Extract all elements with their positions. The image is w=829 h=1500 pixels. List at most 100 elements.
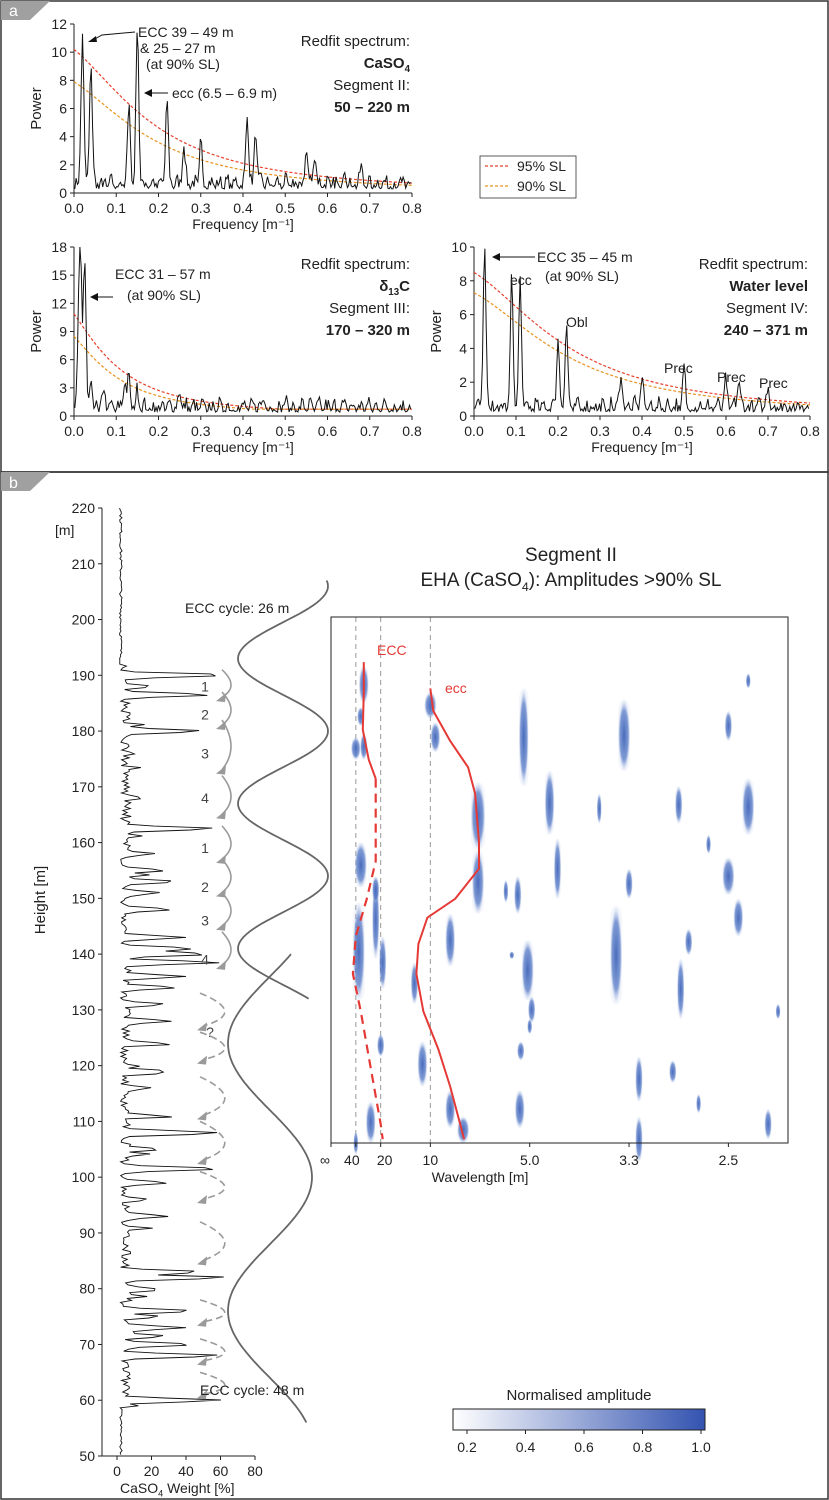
colorbar-tick-label: 0.6 bbox=[574, 1439, 594, 1455]
panel-a-letter: a bbox=[9, 3, 18, 20]
amplitude-blob bbox=[742, 778, 755, 835]
ecc-26m-label: ECC cycle: 26 m bbox=[185, 600, 289, 616]
cycle-arrow-dashed bbox=[199, 1170, 226, 1200]
amplitude-blob bbox=[518, 688, 529, 787]
height-tick-label: 80 bbox=[79, 1281, 95, 1297]
weight-tick-label: 20 bbox=[144, 1463, 160, 1479]
amplitude-blob bbox=[527, 1019, 533, 1035]
cycle-arrowhead bbox=[216, 765, 226, 775]
spectrum-line bbox=[474, 248, 810, 414]
amplitude-blob bbox=[775, 1003, 781, 1020]
amplitude-blob bbox=[514, 876, 522, 914]
amplitude-blob bbox=[472, 849, 485, 914]
cycle-arrowhead bbox=[197, 1156, 207, 1166]
cycle-number: 1 bbox=[201, 678, 209, 694]
cycle-arrowhead bbox=[197, 1022, 207, 1032]
spectrum-d13c: 0 3 6 9 12 15 18 0.0 0.1 0.2 0.3 0.4 0.5 0.6 0.7 0.8 Fre… bbox=[28, 239, 422, 455]
legend-95-label: 95% SL bbox=[517, 158, 566, 174]
y-tick-label: 9 bbox=[59, 324, 67, 340]
cycle-arrow bbox=[221, 719, 232, 771]
cycle-arrow-dashed bbox=[199, 1299, 226, 1323]
wavelength-tick-label: 10 bbox=[423, 1152, 439, 1168]
panel-a-frame bbox=[0, 0, 829, 473]
wavelength-tick-label: ∞ bbox=[320, 1152, 330, 1168]
annotation-text: ECC 39 – 49 m bbox=[138, 24, 234, 40]
cycle-arrowhead bbox=[197, 1317, 207, 1327]
spectrum-caso4: 0 2 4 6 8 10 12 0.0 0.1 0.2 0.3 0.4 0.5 0.6 0.7 0.8 Freq… bbox=[28, 16, 422, 232]
colorbar-tick-label: 0.2 bbox=[457, 1439, 477, 1455]
spectrum-title: Redfit spectrum: bbox=[699, 256, 808, 273]
cycle-arrowhead bbox=[197, 1055, 207, 1065]
annotation-text: ECC 35 – 45 m bbox=[537, 249, 633, 265]
weight-tick-label: 40 bbox=[178, 1463, 194, 1479]
caso4-log: 5060708090100110120130140150160170180190… bbox=[32, 500, 329, 1499]
x-tick-label: 0.2 bbox=[548, 423, 568, 439]
wavelength-tick-label: 40 bbox=[344, 1152, 360, 1168]
cycle-arrowhead bbox=[197, 1390, 207, 1400]
spectrum-range: 170 – 320 m bbox=[326, 322, 410, 339]
cycle-number: 4 bbox=[201, 790, 209, 806]
amplitude-blob bbox=[372, 876, 380, 903]
weight-tick-label: 80 bbox=[247, 1463, 263, 1479]
cycle-arrow-dashed bbox=[199, 992, 226, 1027]
amplitude-blob bbox=[706, 834, 711, 854]
cycle-number: 2 bbox=[201, 706, 209, 722]
wavelength-axis-label: Wavelength [m] bbox=[432, 1169, 529, 1185]
amplitude-blob bbox=[553, 838, 562, 899]
wavelength-tick-label: 20 bbox=[377, 1152, 393, 1168]
spectrum-line bbox=[74, 32, 411, 191]
x-tick-label: 0.6 bbox=[716, 423, 736, 439]
caso4-log-line bbox=[119, 507, 224, 1455]
height-tick-label: 140 bbox=[72, 946, 96, 962]
legend-90-label: 90% SL bbox=[517, 178, 566, 194]
amplitude-blob bbox=[528, 996, 536, 1023]
y-tick-label: 15 bbox=[51, 267, 67, 283]
sl90-line bbox=[73, 335, 412, 410]
amplitude-blob bbox=[521, 940, 534, 1001]
height-tick-label: 170 bbox=[72, 779, 96, 795]
amplitude-blob bbox=[696, 1094, 701, 1113]
cycle-arrowhead bbox=[197, 1356, 207, 1366]
height-tick-label: 200 bbox=[72, 612, 96, 628]
sl-legend: 95% SL 90% SL bbox=[479, 155, 577, 199]
cycle-arrowhead bbox=[216, 810, 226, 820]
amplitude-blob bbox=[733, 898, 744, 937]
x-axis-label: Frequency [m⁻¹] bbox=[192, 216, 294, 232]
spectrum-range: 240 – 371 m bbox=[724, 322, 808, 339]
x-axis-label: Frequency [m⁻¹] bbox=[591, 439, 693, 455]
x-tick-label: 0.8 bbox=[402, 423, 422, 439]
weight-tick-label: 60 bbox=[213, 1463, 229, 1479]
height-tick-label: 150 bbox=[72, 890, 96, 906]
wavelength-tick-label: 3.3 bbox=[619, 1152, 639, 1168]
y-tick-label: 0 bbox=[59, 185, 67, 201]
amplitude-blob bbox=[445, 1090, 456, 1128]
y-tick-label: 6 bbox=[459, 307, 467, 323]
cycle-arrowhead bbox=[216, 693, 226, 703]
spectrum-segment: Segment IV: bbox=[726, 300, 808, 317]
colorbar-tick-label: 0.8 bbox=[633, 1439, 653, 1455]
amplitude-blob bbox=[635, 1116, 643, 1162]
annotation-text: (at 90% SL) bbox=[146, 56, 220, 72]
cycle-arrow bbox=[221, 825, 232, 860]
ecc-arrowhead bbox=[88, 36, 97, 42]
x-tick-label: 0.7 bbox=[360, 200, 380, 216]
y-tick-label: 12 bbox=[51, 295, 67, 311]
weight-tick-label: 0 bbox=[113, 1463, 121, 1479]
ecc-26m-curve bbox=[237, 580, 329, 1000]
x-tick-label: 0.5 bbox=[276, 423, 296, 439]
spectrum-segment: Segment III: bbox=[329, 300, 410, 317]
amplitude-blob bbox=[352, 902, 365, 1001]
cycle-arrow bbox=[221, 775, 232, 815]
ecc-arrowhead bbox=[144, 89, 152, 97]
amplitude-blob bbox=[596, 793, 602, 824]
amplitude-blob bbox=[635, 1056, 643, 1102]
amplitude-blob bbox=[503, 880, 509, 903]
ecc-48m-curve bbox=[227, 953, 313, 1423]
x-tick-label: 0.6 bbox=[318, 200, 338, 216]
panel-b-tab bbox=[1, 472, 50, 491]
height-tick-label: 210 bbox=[72, 556, 96, 572]
y-tick-label: 8 bbox=[59, 72, 67, 88]
x-tick-label: 0.6 bbox=[318, 423, 338, 439]
amplitude-blob bbox=[430, 722, 441, 753]
x-tick-label: 0.7 bbox=[758, 423, 778, 439]
